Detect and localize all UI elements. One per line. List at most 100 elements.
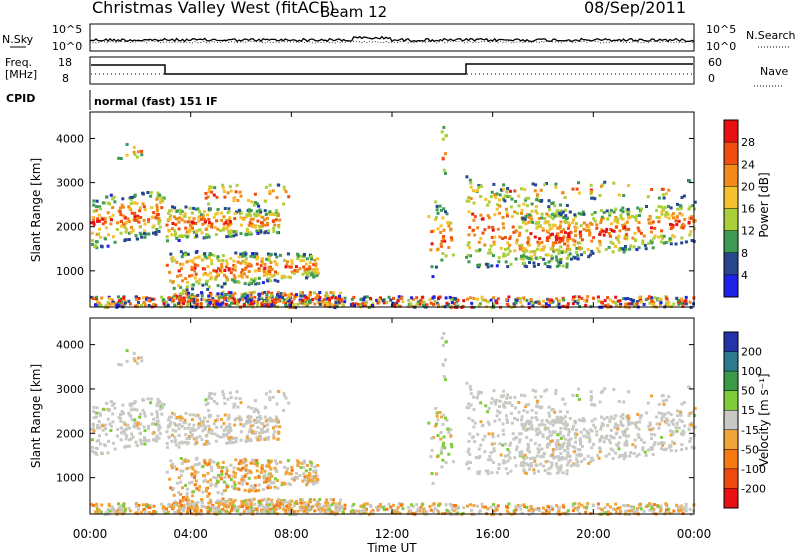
power-cell <box>503 236 507 239</box>
power-cell <box>447 224 451 228</box>
velocity-cell <box>525 456 529 460</box>
velocity-cell <box>565 454 569 458</box>
velocity-cell <box>186 502 190 506</box>
velocity-cell <box>429 455 433 459</box>
power-cell <box>215 211 219 215</box>
power-cell <box>95 246 99 250</box>
power-cell <box>476 263 480 267</box>
velocity-cell <box>629 451 633 455</box>
velocity-cell <box>504 454 507 458</box>
power-cell <box>519 246 523 250</box>
velocity-cell <box>401 507 405 511</box>
power-cell <box>179 292 183 296</box>
power-cell <box>115 303 119 307</box>
velocity-cell <box>217 474 220 477</box>
velocity-cell <box>477 510 481 514</box>
power-cell <box>174 223 178 227</box>
velocity-cell <box>286 459 290 463</box>
velocity-cell <box>240 502 244 506</box>
velocity-cell <box>257 483 261 487</box>
power-cell <box>269 279 272 283</box>
power-cell <box>287 195 291 199</box>
velocity-cell <box>211 504 215 507</box>
velocity-cell <box>449 442 453 446</box>
velocity-cell <box>225 441 229 445</box>
velocity-cell <box>252 410 256 413</box>
colorbar-swatch <box>724 371 738 392</box>
velocity-cell <box>129 408 133 412</box>
power-cell <box>228 304 232 308</box>
power-cell <box>487 200 491 204</box>
velocity-cell <box>152 438 155 442</box>
power-cell <box>650 188 654 191</box>
velocity-cell <box>196 505 199 509</box>
power-cell <box>430 230 434 234</box>
velocity-cell <box>337 507 341 511</box>
velocity-cell <box>576 505 580 509</box>
power-cell <box>444 134 448 138</box>
velocity-cell <box>249 415 253 419</box>
power-cell <box>573 213 577 217</box>
x-tick-label: 08:00 <box>274 527 309 541</box>
power-cell <box>481 231 485 235</box>
velocity-cell <box>222 432 226 436</box>
power-cell <box>631 236 635 240</box>
power-cell <box>477 184 481 188</box>
velocity-cell <box>126 423 130 427</box>
power-cell <box>228 185 232 188</box>
velocity-cell <box>509 411 513 415</box>
power-cell <box>310 268 314 272</box>
velocity-cell <box>166 510 170 514</box>
velocity-cell <box>247 405 250 409</box>
velocity-cell <box>222 421 226 425</box>
velocity-cell <box>518 504 522 508</box>
power-cell <box>491 225 495 229</box>
power-cell <box>277 183 281 187</box>
power-cell <box>650 299 654 303</box>
power-cell <box>154 231 158 234</box>
velocity-cell <box>235 390 239 394</box>
power-cell <box>611 242 615 245</box>
power-cell <box>169 209 173 213</box>
velocity-cell <box>561 511 565 515</box>
power-cell <box>518 297 522 301</box>
velocity-cell <box>622 400 626 404</box>
power-cell <box>216 255 220 259</box>
power-cell <box>280 294 284 298</box>
velocity-cell <box>543 469 547 472</box>
velocity-cell <box>640 414 644 417</box>
velocity-cell <box>229 463 233 467</box>
velocity-cell <box>467 402 471 406</box>
power-cell <box>467 196 471 199</box>
velocity-cell <box>543 389 547 393</box>
power-cell <box>486 265 490 269</box>
power-cell <box>203 252 207 256</box>
power-cell <box>646 297 650 301</box>
velocity-cell <box>179 469 183 473</box>
velocity-cell <box>593 417 597 421</box>
power-cell <box>196 264 200 268</box>
velocity-cell <box>540 405 544 409</box>
power-cell <box>189 228 193 232</box>
velocity-cell <box>200 438 204 441</box>
power-cell <box>254 282 258 286</box>
velocity-cell <box>513 416 517 420</box>
power-cell <box>398 304 402 308</box>
velocity-cell <box>659 447 663 451</box>
power-cell <box>667 304 671 308</box>
power-cell <box>440 258 444 262</box>
velocity-cell <box>133 418 137 422</box>
power-cell <box>357 303 361 306</box>
power-cell <box>444 210 447 214</box>
colorbar-tick-label: 20 <box>741 180 755 193</box>
velocity-cell <box>309 500 312 504</box>
velocity-cell <box>480 502 484 506</box>
power-cell <box>257 294 261 298</box>
velocity-cell <box>315 503 319 506</box>
power-cell <box>549 233 553 237</box>
power-cell <box>587 229 591 232</box>
velocity-cell <box>237 481 241 485</box>
velocity-cell <box>333 511 337 515</box>
velocity-cell <box>190 500 194 503</box>
velocity-cell <box>216 479 219 483</box>
